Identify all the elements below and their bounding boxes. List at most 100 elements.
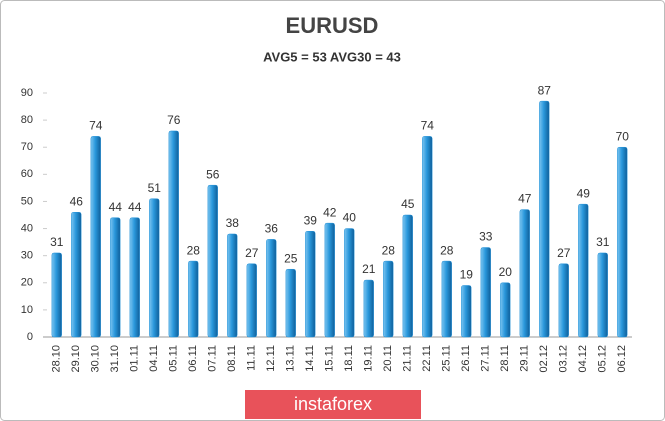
x-tick-label: 12.11 <box>265 345 277 372</box>
data-label: 19 <box>460 268 474 282</box>
x-tick-label: 08.11 <box>226 345 238 372</box>
data-label: 74 <box>421 119 435 133</box>
data-label: 70 <box>616 129 630 143</box>
x-tick-label: 31.10 <box>109 345 121 373</box>
y-tick-label: 50 <box>21 195 33 207</box>
x-tick-label: 05.11 <box>168 345 180 372</box>
x-tick-label: 04.11 <box>148 345 160 372</box>
x-tick-label: 29.11 <box>519 345 531 372</box>
x-tick-label: 03.12 <box>558 345 570 373</box>
x-tick-label: 06.12 <box>616 345 628 373</box>
y-tick-label: 60 <box>21 168 33 180</box>
x-tick-label: 22.11 <box>421 345 433 372</box>
chart-title: EURUSD <box>286 13 379 38</box>
bar <box>578 203 589 338</box>
data-label: 39 <box>304 213 318 227</box>
bar <box>383 260 394 338</box>
data-label: 56 <box>206 167 220 181</box>
bar <box>597 252 608 338</box>
x-tick-label: 15.11 <box>324 345 336 372</box>
bar <box>480 247 491 338</box>
data-label: 31 <box>596 235 610 249</box>
data-label: 44 <box>109 200 123 214</box>
data-label: 40 <box>343 211 357 225</box>
data-label: 33 <box>479 230 493 244</box>
bar <box>227 233 238 338</box>
x-tick-label: 25.11 <box>441 345 453 372</box>
x-tick-label: 27.11 <box>480 345 492 372</box>
y-tick-label: 0 <box>27 331 33 343</box>
bar <box>305 231 316 338</box>
data-label: 47 <box>518 192 532 206</box>
watermark-box <box>245 390 421 419</box>
bar <box>110 217 121 338</box>
data-label: 51 <box>148 181 162 195</box>
x-tick-label: 02.12 <box>538 345 550 373</box>
bar <box>344 228 355 338</box>
bar <box>617 146 628 338</box>
data-label: 74 <box>89 119 103 133</box>
y-tick-label: 40 <box>21 222 33 234</box>
x-tick-label: 21.11 <box>402 345 414 372</box>
x-tick-label: 14.11 <box>304 345 316 372</box>
bar <box>266 239 277 338</box>
data-label: 27 <box>245 246 259 260</box>
bar <box>90 136 101 338</box>
data-label: 25 <box>284 251 298 265</box>
chart-subtitle: AVG5 = 53 AVG30 = 43 <box>263 49 401 64</box>
x-tick-label: 28.10 <box>51 345 63 373</box>
x-tick-label: 19.11 <box>363 345 375 372</box>
y-tick-label: 90 <box>21 87 33 99</box>
bar <box>422 136 433 338</box>
x-tick-label: 20.11 <box>382 345 394 372</box>
bar <box>363 279 374 338</box>
data-label: 44 <box>128 200 142 214</box>
bar <box>461 285 472 338</box>
data-label: 36 <box>265 222 279 236</box>
x-tick-label: 07.11 <box>207 345 219 372</box>
bar <box>149 198 160 338</box>
x-tick-label: 01.11 <box>129 345 141 372</box>
x-tick-label: 06.11 <box>187 345 199 372</box>
y-tick-label: 20 <box>21 277 33 289</box>
bar <box>168 130 179 338</box>
bar <box>188 260 199 338</box>
data-label: 46 <box>70 194 84 208</box>
data-label: 28 <box>440 243 454 257</box>
x-tick-label: 30.10 <box>90 345 102 373</box>
data-label: 31 <box>50 235 64 249</box>
data-label: 49 <box>577 186 591 200</box>
data-label: 42 <box>323 205 337 219</box>
bar <box>500 282 511 338</box>
bar <box>402 214 413 338</box>
y-tick-label: 70 <box>21 141 33 153</box>
data-label: 28 <box>382 243 396 257</box>
bar <box>246 263 257 338</box>
y-tick-label: 10 <box>21 304 33 316</box>
bar <box>71 212 82 338</box>
bar <box>558 263 569 338</box>
bar <box>285 268 296 338</box>
x-tick-label: 05.12 <box>597 345 609 373</box>
data-label: 87 <box>538 83 552 97</box>
x-tick-label: 29.10 <box>70 345 82 373</box>
watermark: instaforex <box>294 394 372 414</box>
data-label: 28 <box>187 243 201 257</box>
x-tick-label: 11.11 <box>246 345 258 371</box>
x-tick-label: 18.11 <box>343 345 355 372</box>
x-tick-label: 04.12 <box>577 345 589 373</box>
data-label: 45 <box>401 197 415 211</box>
data-label: 21 <box>362 262 376 276</box>
y-tick-label: 80 <box>21 114 33 126</box>
data-label: 20 <box>499 265 513 279</box>
x-tick-label: 13.11 <box>285 345 297 372</box>
data-label: 38 <box>226 216 240 230</box>
data-label: 27 <box>557 246 571 260</box>
bar <box>539 100 550 338</box>
data-label: 76 <box>167 113 181 127</box>
y-tick-label: 30 <box>21 250 33 262</box>
bar <box>207 184 218 338</box>
x-tick-label: 28.11 <box>499 345 511 372</box>
bar <box>441 260 452 338</box>
